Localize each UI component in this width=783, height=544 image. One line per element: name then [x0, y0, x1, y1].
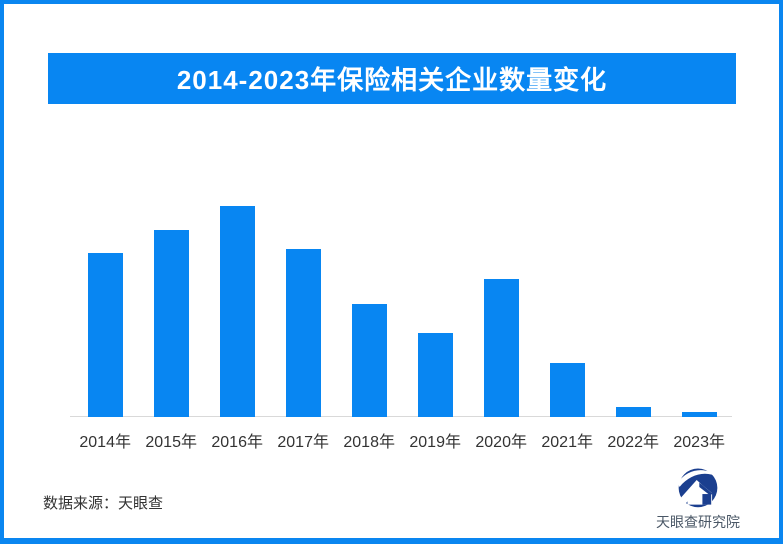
brand-logo-label: 天眼查研究院: [656, 514, 740, 530]
x-axis-label: 2014年: [79, 434, 131, 451]
x-axis-line: [70, 416, 732, 417]
bar-2021年: [549, 363, 585, 417]
bar-2022年: [615, 407, 651, 417]
x-axis-labels: 2014年 2015年 2016年 2017年 2018年 2019年 2020年 2021年…: [70, 428, 732, 451]
x-axis-label: 2023年: [673, 434, 725, 451]
title-banner: 2014-2023年保险相关企业数量变化: [48, 53, 736, 104]
bar-2023年: [681, 412, 717, 417]
bar-2019年: [417, 333, 453, 417]
bar-chart: [70, 196, 732, 417]
bar-2018年: [351, 304, 387, 417]
x-axis-label: 2020年: [475, 434, 527, 451]
x-axis-label: 2016年: [211, 434, 263, 451]
x-axis-label: 2017年: [277, 434, 329, 451]
bar-2014年: [87, 253, 123, 417]
bar-2017年: [285, 249, 321, 417]
tianyancha-logo-icon: [677, 468, 719, 508]
brand-logo: 天眼查研究院: [655, 465, 741, 532]
x-axis-label: 2015年: [145, 434, 197, 451]
x-axis-label: 2022年: [607, 434, 659, 451]
bar-2016年: [219, 206, 255, 417]
page-title: 2014-2023年保险相关企业数量变化: [176, 65, 608, 95]
bar-2015年: [153, 230, 189, 417]
data-source-note: 数据来源：天眼查: [43, 495, 164, 512]
x-axis-label: 2019年: [409, 434, 461, 451]
x-axis-label: 2021年: [541, 434, 593, 451]
bar-2020年: [483, 279, 519, 417]
x-axis-label: 2018年: [343, 434, 395, 451]
